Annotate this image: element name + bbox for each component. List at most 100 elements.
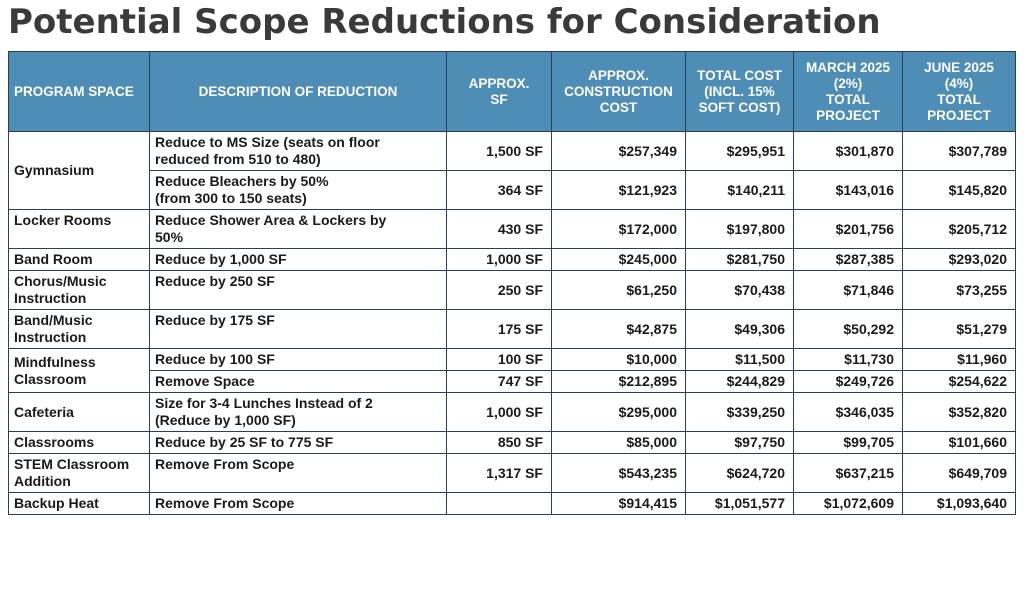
description-cell: Reduce to MS Size (seats on floor reduce… — [149, 131, 447, 171]
march-2025-cell: $201,756 — [793, 209, 903, 249]
program-space-cell: Chorus/Music Instruction — [8, 270, 150, 310]
table-header-row: PROGRAM SPACE DESCRIPTION OF REDUCTION A… — [8, 51, 1016, 132]
june-2025-cell: $1,093,640 — [902, 492, 1016, 515]
header-program-space: PROGRAM SPACE — [8, 51, 150, 132]
total-cost-cell: $140,211 — [685, 170, 794, 210]
program-space-cell: Band/Music Instruction — [8, 309, 150, 349]
sf-cell: 850 SF — [446, 431, 552, 454]
total-cost-cell: $49,306 — [685, 309, 794, 349]
table-row: Backup Heat Remove From Scope $914,415 $… — [8, 492, 1016, 515]
scope-reductions-table: PROGRAM SPACE DESCRIPTION OF REDUCTION A… — [8, 51, 1016, 515]
sf-cell: 1,500 SF — [446, 131, 552, 171]
program-space-cell: Classrooms — [8, 431, 150, 454]
sf-cell: 100 SF — [446, 348, 552, 371]
header-approx-sf: APPROX. SF — [446, 51, 552, 132]
june-2025-cell: $11,960 — [902, 348, 1016, 371]
program-space-cell: Backup Heat — [8, 492, 150, 515]
table-row: Locker Rooms Reduce Shower Area & Locker… — [8, 209, 1016, 249]
sf-cell: 747 SF — [446, 370, 552, 393]
program-space-cell: Mindfulness Classroom — [8, 348, 150, 393]
sf-cell: 175 SF — [446, 309, 552, 349]
construction-cost-cell: $914,415 — [551, 492, 686, 515]
header-june-2025: JUNE 2025 (4%) TOTAL PROJECT — [902, 51, 1016, 132]
table-row: Band/Music Instruction Reduce by 175 SF … — [8, 309, 1016, 349]
table-row: STEM Classroom Addition Remove From Scop… — [8, 453, 1016, 493]
march-2025-cell: $249,726 — [793, 370, 903, 393]
march-2025-cell: $1,072,609 — [793, 492, 903, 515]
total-cost-cell: $624,720 — [685, 453, 794, 493]
description-cell: Size for 3-4 Lunches Instead of 2 (Reduc… — [149, 392, 447, 432]
sf-cell: 364 SF — [446, 170, 552, 210]
sf-cell: 1,000 SF — [446, 248, 552, 271]
sf-cell: 430 SF — [446, 209, 552, 249]
sf-cell — [446, 492, 552, 515]
description-cell: Reduce Shower Area & Lockers by 50% — [149, 209, 447, 249]
table-row: Classrooms Reduce by 25 SF to 775 SF 850… — [8, 431, 1016, 454]
construction-cost-cell: $85,000 — [551, 431, 686, 454]
total-cost-cell: $97,750 — [685, 431, 794, 454]
june-2025-cell: $649,709 — [902, 453, 1016, 493]
june-2025-cell: $51,279 — [902, 309, 1016, 349]
page-title: Potential Scope Reductions for Considera… — [8, 2, 881, 42]
june-2025-cell: $101,660 — [902, 431, 1016, 454]
construction-cost-cell: $121,923 — [551, 170, 686, 210]
march-2025-cell: $11,730 — [793, 348, 903, 371]
header-march-2025: MARCH 2025 (2%) TOTAL PROJECT — [793, 51, 903, 132]
description-cell: Reduce by 1,000 SF — [149, 248, 447, 271]
description-cell: Reduce by 175 SF — [149, 309, 447, 349]
sf-cell: 250 SF — [446, 270, 552, 310]
june-2025-cell: $352,820 — [902, 392, 1016, 432]
table-row: Gymnasium Reduce to MS Size (seats on fl… — [8, 131, 1016, 210]
description-cell: Reduce Bleachers by 50% (from 300 to 150… — [149, 170, 447, 210]
march-2025-cell: $637,215 — [793, 453, 903, 493]
march-2025-cell: $50,292 — [793, 309, 903, 349]
june-2025-cell: $254,622 — [902, 370, 1016, 393]
description-cell: Reduce by 25 SF to 775 SF — [149, 431, 447, 454]
march-2025-cell: $346,035 — [793, 392, 903, 432]
march-2025-cell: $71,846 — [793, 270, 903, 310]
construction-cost-cell: $172,000 — [551, 209, 686, 249]
description-cell: Remove From Scope — [149, 492, 447, 515]
total-cost-cell: $244,829 — [685, 370, 794, 393]
table-row: Reduce Bleachers by 50% (from 300 to 150… — [9, 170, 1016, 210]
header-total-cost: TOTAL COST (INCL. 15% SOFT COST) — [685, 51, 794, 132]
total-cost-cell: $197,800 — [685, 209, 794, 249]
program-space-cell: Cafeteria — [8, 392, 150, 432]
construction-cost-cell: $212,895 — [551, 370, 686, 393]
construction-cost-cell: $61,250 — [551, 270, 686, 310]
table-row: Remove Space 747 SF $212,895 $244,829 $2… — [9, 370, 1016, 393]
construction-cost-cell: $10,000 — [551, 348, 686, 371]
sf-cell: 1,000 SF — [446, 392, 552, 432]
sf-cell: 1,317 SF — [446, 453, 552, 493]
header-construction-cost: APPROX. CONSTRUCTION COST — [551, 51, 686, 132]
june-2025-cell: $293,020 — [902, 248, 1016, 271]
table-row: Band Room Reduce by 1,000 SF 1,000 SF $2… — [8, 248, 1016, 271]
table-row: Chorus/Music Instruction Reduce by 250 S… — [8, 270, 1016, 310]
program-space-cell: Gymnasium — [8, 131, 150, 210]
june-2025-cell: $73,255 — [902, 270, 1016, 310]
june-2025-cell: $307,789 — [902, 131, 1016, 171]
construction-cost-cell: $295,000 — [551, 392, 686, 432]
total-cost-cell: $11,500 — [685, 348, 794, 371]
construction-cost-cell: $245,000 — [551, 248, 686, 271]
total-cost-cell: $1,051,577 — [685, 492, 794, 515]
program-space-cell: STEM Classroom Addition — [8, 453, 150, 493]
march-2025-cell: $99,705 — [793, 431, 903, 454]
march-2025-cell: $301,870 — [793, 131, 903, 171]
june-2025-cell: $145,820 — [902, 170, 1016, 210]
march-2025-cell: $143,016 — [793, 170, 903, 210]
june-2025-cell: $205,712 — [902, 209, 1016, 249]
table-row: Mindfulness Classroom Reduce by 100 SF 1… — [8, 348, 1016, 393]
construction-cost-cell: $543,235 — [551, 453, 686, 493]
description-cell: Reduce by 250 SF — [149, 270, 447, 310]
description-cell: Remove Space — [149, 370, 447, 393]
construction-cost-cell: $42,875 — [551, 309, 686, 349]
total-cost-cell: $295,951 — [685, 131, 794, 171]
description-cell: Reduce by 100 SF — [149, 348, 447, 371]
total-cost-cell: $339,250 — [685, 392, 794, 432]
total-cost-cell: $281,750 — [685, 248, 794, 271]
table-row: Cafeteria Size for 3-4 Lunches Instead o… — [8, 392, 1016, 432]
total-cost-cell: $70,438 — [685, 270, 794, 310]
march-2025-cell: $287,385 — [793, 248, 903, 271]
program-space-cell: Band Room — [8, 248, 150, 271]
